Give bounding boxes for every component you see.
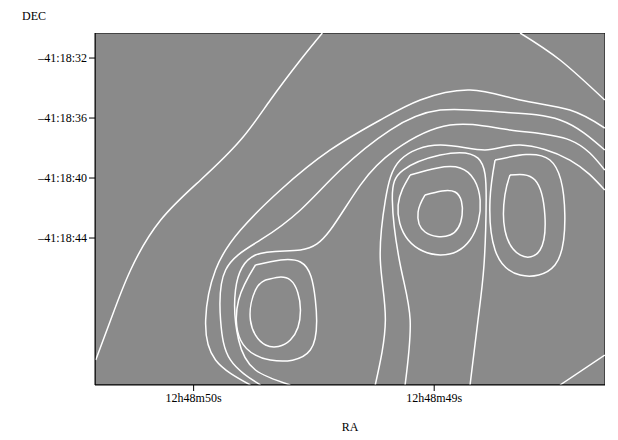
svg-text:12h48m50s: 12h48m50s [166, 391, 222, 405]
svg-text:12h48m49s: 12h48m49s [406, 391, 462, 405]
svg-text:DEC: DEC [22, 9, 46, 23]
svg-text:–41:18:44: –41:18:44 [37, 231, 87, 245]
svg-text:–41:18:32: –41:18:32 [37, 51, 87, 65]
svg-text:–41:18:36: –41:18:36 [37, 111, 87, 125]
svg-text:RA: RA [342, 420, 359, 434]
svg-text:–41:18:40: –41:18:40 [37, 171, 87, 185]
